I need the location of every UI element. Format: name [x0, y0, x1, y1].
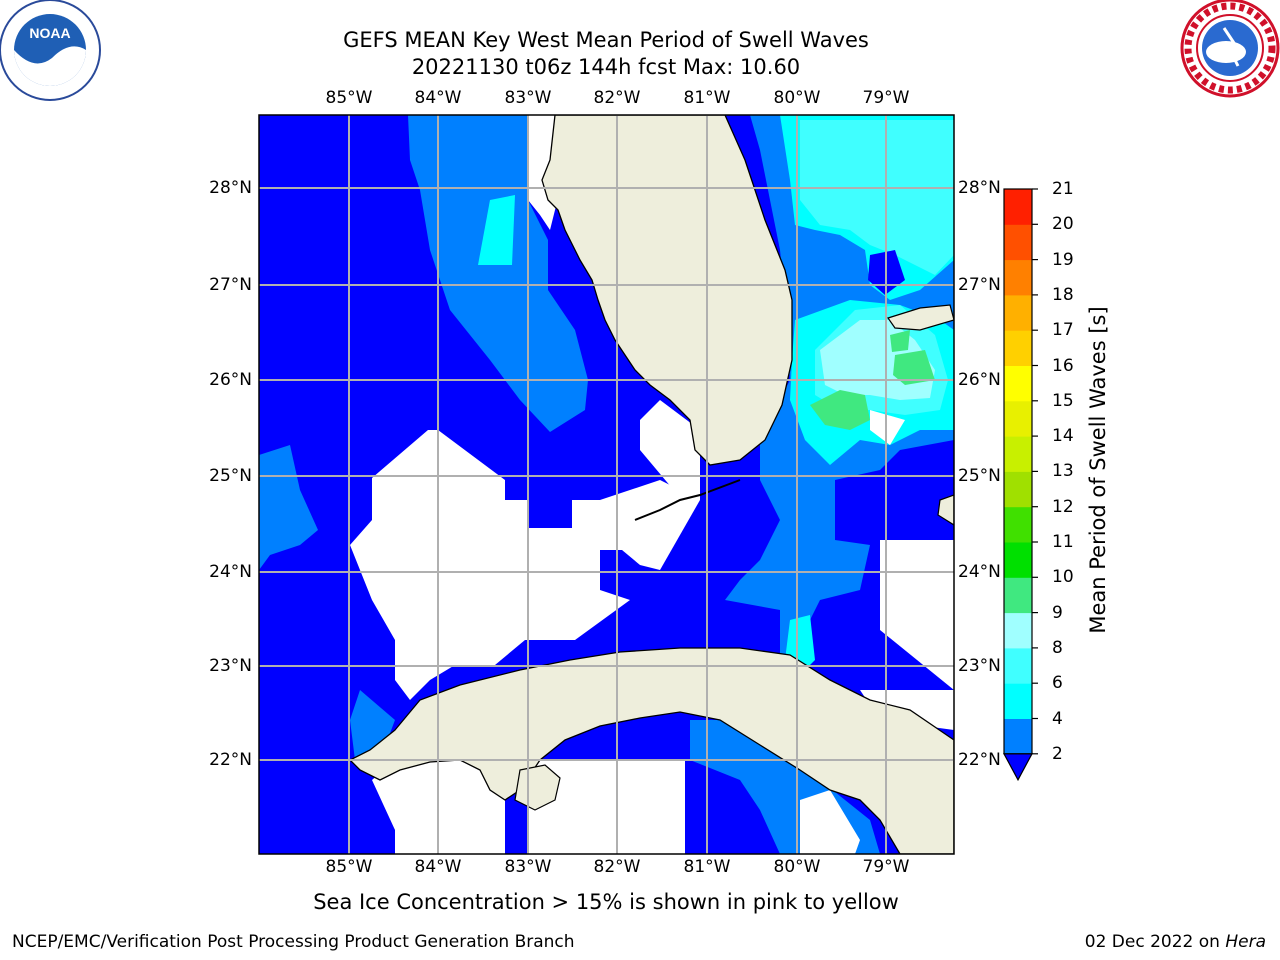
lon-label-bottom: 80°W — [773, 857, 821, 877]
swell-band-9-10-b — [893, 350, 935, 385]
colorbar-tick-label: 15 — [1052, 390, 1074, 411]
colorbar-tick-label: 14 — [1052, 426, 1074, 447]
lon-label-top: 83°W — [504, 88, 552, 108]
colorbar-tick-label: 8 — [1052, 637, 1063, 658]
swell-band-2-4-east — [690, 115, 954, 854]
colorbar-swatch — [1004, 577, 1032, 614]
bahamas-island-land — [937, 494, 954, 526]
colorbar-tick-label: 4 — [1052, 708, 1063, 729]
colorbar — [1002, 188, 1038, 782]
colorbar-tick-label: 12 — [1052, 496, 1074, 517]
map-body — [259, 115, 954, 854]
colorbar-swatch — [1004, 718, 1032, 755]
lon-label-bottom: 84°W — [414, 857, 462, 877]
masked-region-se-corner — [800, 790, 860, 854]
lon-label-top: 82°W — [593, 88, 641, 108]
colorbar-swatch — [1004, 365, 1032, 402]
lat-label-left: 28°N — [209, 178, 252, 198]
lat-label-right: 22°N — [958, 750, 1001, 770]
colorbar-tick-label: 16 — [1052, 355, 1074, 376]
ocean-sw-corner — [259, 760, 395, 854]
lon-label-bottom: 79°W — [862, 857, 910, 877]
colorbar-tick-label: 20 — [1052, 214, 1074, 235]
lat-label-left: 27°N — [209, 275, 252, 295]
colorbar-swatch — [1004, 683, 1032, 719]
colorbar-swatch — [1004, 259, 1032, 296]
chart-title: GEFS MEAN Key West Mean Period of Swell … — [343, 28, 869, 52]
colorbar-label: Mean Period of Swell Waves [s] — [1086, 306, 1110, 634]
lat-label-left: 22°N — [209, 750, 252, 770]
lat-label-left: 23°N — [209, 656, 252, 676]
masked-region-bahamas — [870, 410, 905, 445]
swell-band-2-4-west — [408, 115, 588, 432]
lon-label-bottom: 81°W — [683, 857, 731, 877]
noaa-logo-text: NOAA — [29, 25, 70, 41]
colorbar-swatch — [1004, 471, 1032, 508]
cuba-land — [348, 647, 954, 854]
masked-region-caribbean — [528, 760, 685, 854]
lon-label-bottom: 82°W — [593, 857, 641, 877]
map-frame — [258, 114, 955, 855]
bahamas-land — [887, 304, 954, 331]
sea-ice-caption: Sea Ice Concentration > 15% is shown in … — [313, 890, 899, 914]
lon-label-bottom: 83°W — [504, 857, 552, 877]
footer-branch: NCEP/EMC/Verification Post Processing Pr… — [12, 932, 575, 952]
lat-label-right: 23°N — [958, 656, 1001, 676]
footer-date-text: 02 Dec 2022 on — [1084, 932, 1226, 952]
masked-region-central — [350, 430, 660, 700]
footer-date: 02 Dec 2022 on Hera — [1085, 932, 1266, 952]
lon-label-top: 85°W — [325, 88, 373, 108]
colorbar-swatch — [1004, 189, 1032, 225]
chart-subtitle: 20221130 t06z 144h fcst Max: 10.60 — [411, 55, 801, 79]
lat-label-right: 28°N — [958, 178, 1001, 198]
colorbar-swatch — [1004, 612, 1032, 649]
colorbar-swatch — [1004, 294, 1032, 331]
colorbar-tick-label: 2 — [1052, 743, 1063, 764]
noaa-logo: NOAA — [0, 0, 101, 101]
colorbar-swatch — [1004, 224, 1032, 261]
colorbar-swatch — [1004, 400, 1032, 437]
lon-label-bottom: 85°W — [325, 857, 373, 877]
lon-label-top: 80°W — [773, 88, 821, 108]
florida-keys-outline — [634, 479, 741, 521]
colorbar-swatch — [1004, 542, 1032, 578]
swell-band-4-6-west — [478, 195, 515, 265]
lat-label-left: 26°N — [209, 370, 252, 390]
colorbar-tick-label: 9 — [1052, 602, 1063, 623]
lat-label-right: 24°N — [958, 562, 1001, 582]
masked-region-east — [880, 540, 954, 690]
swell-band-9-10-a — [810, 390, 870, 430]
graticule — [259, 115, 954, 854]
florida-land — [541, 115, 793, 466]
colorbar-tick-label: 10 — [1052, 567, 1074, 588]
footer-host: Hera — [1225, 932, 1266, 952]
colorbar-tick-label: 11 — [1052, 532, 1074, 552]
nws-logo — [1180, 0, 1280, 98]
lon-label-top: 79°W — [862, 88, 910, 108]
lon-label-top: 84°W — [414, 88, 462, 108]
colorbar-tick-label: 19 — [1052, 249, 1074, 270]
isle-of-youth-land — [514, 764, 561, 811]
colorbar-under-triangle — [1002, 753, 1034, 782]
colorbar-swatch — [1004, 647, 1032, 684]
lat-label-right: 26°N — [958, 370, 1001, 390]
colorbar-tick-label: 6 — [1052, 673, 1063, 694]
colorbar-swatch — [1004, 436, 1032, 472]
colorbar-tick-label: 21 — [1052, 179, 1074, 199]
lat-label-right: 25°N — [958, 466, 1001, 486]
lat-label-left: 25°N — [209, 466, 252, 486]
colorbar-tick-label: 13 — [1052, 461, 1074, 482]
colorbar-tick-label: 17 — [1052, 320, 1074, 341]
lat-label-left: 24°N — [209, 562, 252, 582]
swell-band-6-8-north — [800, 120, 954, 275]
colorbar-tick-label: 18 — [1052, 284, 1074, 305]
swell-band-9-10-c — [890, 330, 910, 352]
lon-label-top: 81°W — [683, 88, 731, 108]
colorbar-swatch — [1004, 330, 1032, 366]
lat-label-right: 27°N — [958, 275, 1001, 295]
colorbar-swatch — [1004, 506, 1032, 543]
